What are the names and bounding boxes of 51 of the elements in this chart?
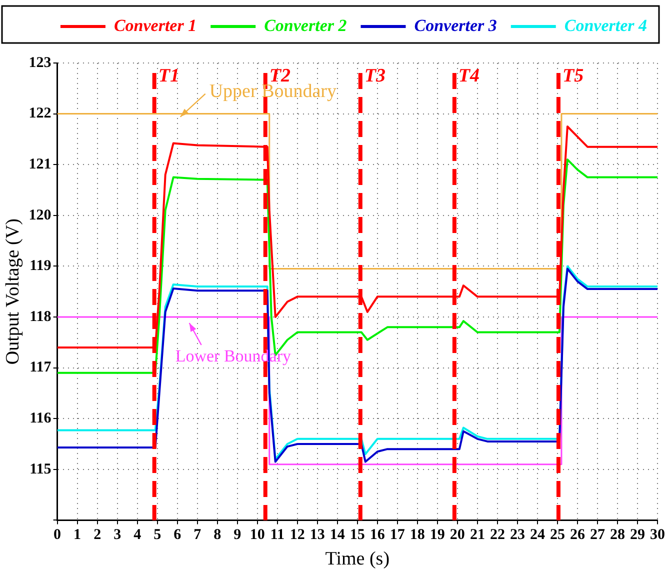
- x-tick-label: 3: [114, 527, 122, 544]
- x-tick-label: 27: [590, 527, 606, 544]
- x-axis-title: Time (s): [325, 548, 390, 570]
- x-tick-label: 16: [370, 527, 386, 544]
- x-tick-label: 17: [390, 527, 406, 544]
- legend-label: Converter 2: [264, 16, 348, 35]
- x-tick-label: 8: [214, 527, 222, 544]
- x-tick-label: 1: [74, 527, 82, 544]
- y-tick-label: 122: [28, 106, 52, 122]
- y-tick-label: 116: [30, 410, 52, 426]
- y-tick-label: 115: [30, 461, 52, 478]
- x-tick-label: 10: [250, 527, 265, 544]
- ref-line-label: T5: [562, 65, 584, 86]
- legend-label: Converter 4: [564, 16, 648, 35]
- x-tick-label: 24: [530, 527, 546, 544]
- y-tick-label: 121: [28, 156, 52, 172]
- x-tick-label: 9: [234, 527, 242, 544]
- y-tick-label: 117: [30, 360, 52, 376]
- y-tick-label: 119: [30, 258, 52, 274]
- x-tick-label: 23: [510, 527, 525, 544]
- annotation: Upper Boundary: [209, 80, 338, 102]
- legend-label: Converter 1: [114, 16, 197, 35]
- x-tick-label: 28: [610, 527, 625, 544]
- y-axis-title: Output Voltage (V): [2, 218, 24, 365]
- x-tick-label: 13: [310, 527, 325, 544]
- x-tick-label: 12: [290, 527, 305, 544]
- x-tick-label: 5: [154, 527, 162, 544]
- x-tick-label: 29: [630, 527, 645, 544]
- ref-line-label: T1: [158, 65, 180, 86]
- x-tick-label: 0: [54, 527, 62, 544]
- x-tick-label: 19: [430, 527, 445, 544]
- ref-line-label: T3: [364, 65, 386, 86]
- x-tick-label: 21: [470, 527, 485, 544]
- x-tick-label: 22: [490, 527, 505, 544]
- x-tick-label: 11: [270, 527, 284, 544]
- x-tick-label: 4: [134, 527, 142, 544]
- x-tick-label: 18: [410, 527, 425, 544]
- x-tick-label: 7: [194, 527, 202, 544]
- legend-label: Converter 3: [414, 16, 498, 35]
- y-tick-label: 120: [28, 207, 52, 224]
- x-tick-label: 14: [330, 527, 346, 544]
- x-tick-label: 20: [450, 527, 465, 544]
- x-tick-label: 25: [550, 527, 565, 544]
- x-tick-label: 2: [94, 527, 102, 544]
- y-tick-label: 123: [28, 54, 52, 71]
- x-tick-label: 30: [650, 527, 665, 544]
- x-tick-label: 15: [350, 527, 365, 544]
- y-tick-label: 118: [30, 308, 52, 325]
- x-tick-label: 6: [174, 527, 182, 544]
- x-tick-label: 26: [570, 527, 586, 544]
- ref-line-label: T4: [458, 65, 480, 86]
